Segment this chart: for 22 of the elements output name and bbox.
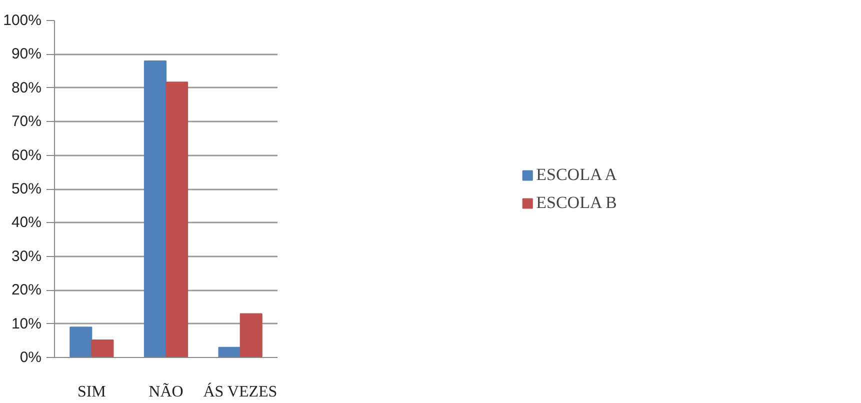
x-tick-label: ÁS VEZES: [203, 382, 278, 400]
legend-label: ESCOLA B: [536, 192, 617, 212]
y-tick-label: 60%: [11, 146, 42, 164]
bar: [70, 326, 92, 358]
y-tick-label: 50%: [11, 180, 42, 198]
y-tick-label: 70%: [11, 113, 42, 130]
bar: [144, 60, 166, 358]
y-tick-label: 80%: [11, 79, 42, 96]
bar: [91, 339, 114, 358]
bar: [166, 82, 188, 358]
legend-label: ESCOLA A: [536, 164, 617, 184]
y-tick-label: 90%: [11, 46, 42, 63]
y-tick-label: 0%: [20, 349, 42, 366]
y-tick-label: 30%: [11, 248, 42, 265]
bar: [218, 346, 241, 358]
bar: [240, 313, 262, 358]
y-tick-label: 100%: [3, 12, 42, 29]
x-tick-label: SIM: [77, 384, 106, 400]
y-tick-label: 20%: [11, 282, 42, 299]
y-tick-label: 10%: [11, 315, 42, 332]
x-tick-label: NÃO: [148, 382, 184, 400]
y-tick-label: 40%: [11, 214, 42, 232]
